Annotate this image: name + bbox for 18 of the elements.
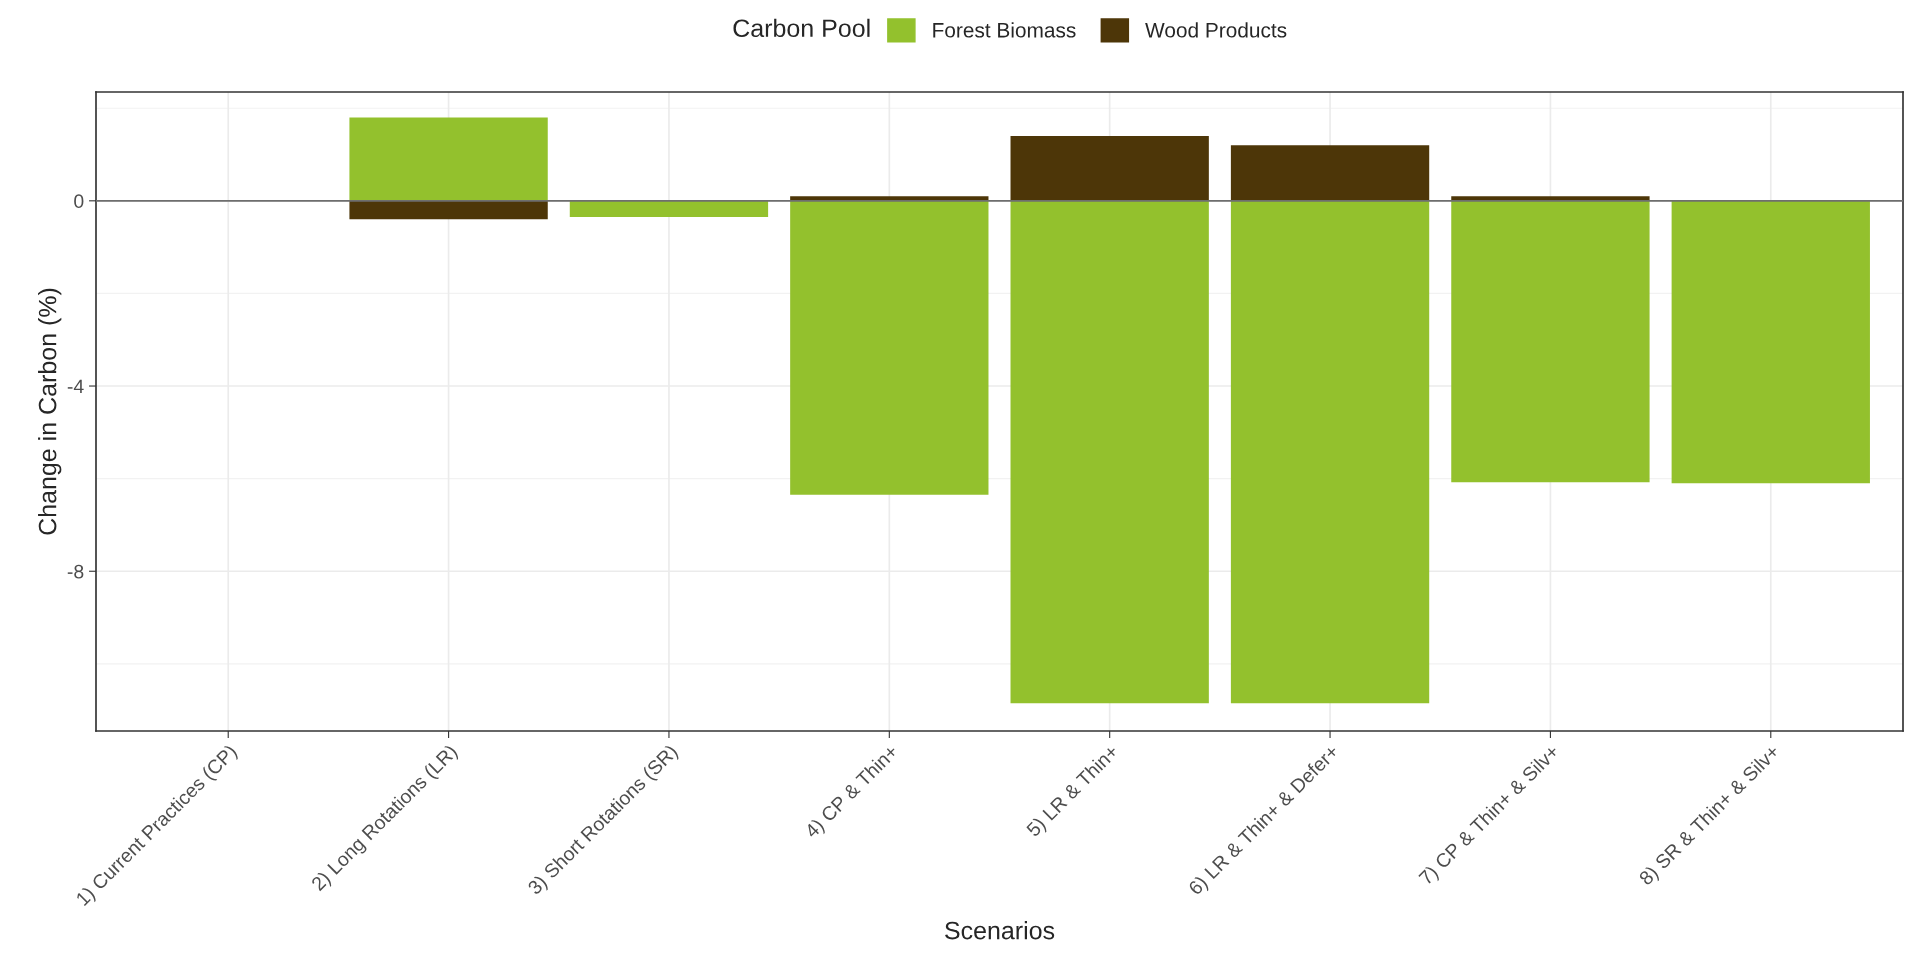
legend-title: Carbon Pool	[733, 18, 870, 38]
bar	[1010, 135, 1209, 201]
y-tick-label: 0	[74, 194, 84, 209]
bar	[1230, 200, 1430, 704]
legend-label: Wood Products	[1145, 22, 1287, 38]
bar	[569, 200, 769, 218]
y-tick-label: -8	[67, 564, 84, 579]
y-axis-title: Change in Carbon (%)	[38, 288, 62, 535]
bar	[1230, 145, 1430, 201]
x-axis-title: Scenarios	[945, 921, 1055, 940]
bar	[1451, 200, 1650, 483]
bar	[790, 200, 989, 495]
bar	[349, 200, 548, 220]
y-tick-label: -4	[67, 379, 84, 394]
bar	[1010, 200, 1209, 704]
legend-label: Forest Biomass	[933, 22, 1076, 38]
bar	[349, 117, 548, 201]
bar	[1671, 200, 1870, 484]
